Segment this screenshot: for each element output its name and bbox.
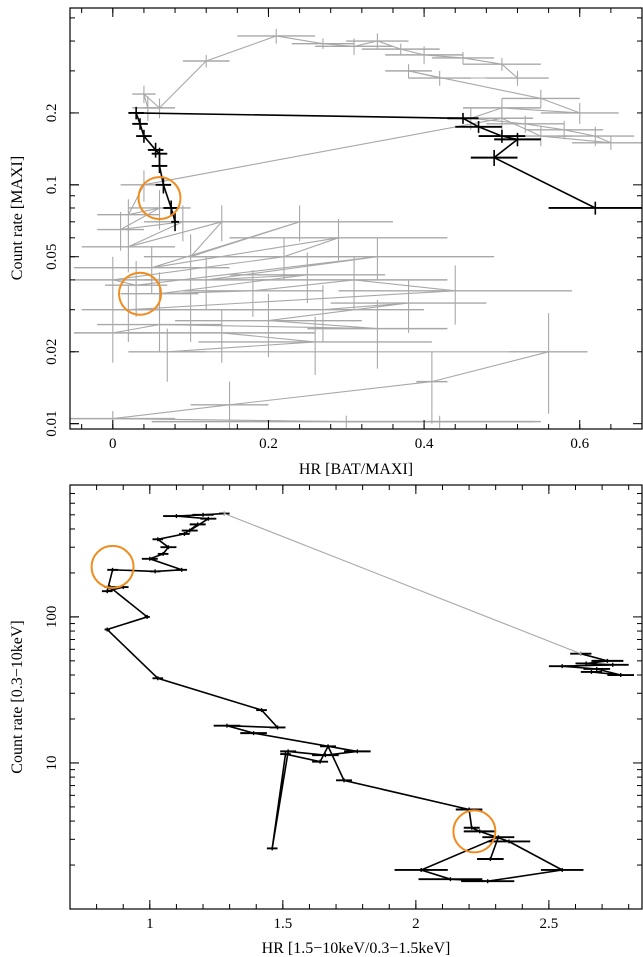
y-tick-label: 0.1 <box>44 175 60 194</box>
bottom-plot-frame <box>69 484 643 910</box>
bottom-panel-data <box>90 511 635 884</box>
top-panel: 0 0.2 0.4 0.6 0.01 0.02 0.05 0.1 0.2 HR [BAT/MAX… <box>9 7 643 478</box>
y-tick-label: 0.05 <box>44 244 60 270</box>
bottom-x-axis-label: HR [1.5−10keV/0.3−1.5keV] <box>262 940 451 957</box>
bottom-panel-ticks: 1 1.5 2 2.5 10 100 <box>44 484 642 932</box>
bottom-y-axis-label: Count rate [0.3−10keV] <box>9 620 26 773</box>
x-tick-label: 0.6 <box>570 436 589 452</box>
x-tick-label: 1 <box>146 916 154 932</box>
series-0-line <box>112 35 612 423</box>
highlight-circle <box>137 176 182 221</box>
top-panel-ticks: 0 0.2 0.4 0.6 0.01 0.02 0.05 0.1 0.2 <box>44 8 643 452</box>
y-tick-label: 10 <box>44 755 60 770</box>
highlight-circle <box>90 544 135 589</box>
x-tick-label: 0.4 <box>415 436 434 452</box>
top-panel-data <box>70 28 642 429</box>
x-tick-label: 2 <box>412 916 420 932</box>
highlight-circle <box>452 809 497 854</box>
y-tick-label: 100 <box>44 606 60 629</box>
top-plot-frame <box>69 7 643 430</box>
x-tick-label: 0.2 <box>259 436 278 452</box>
x-tick-label: 2.5 <box>540 916 559 932</box>
y-tick-label: 0.01 <box>44 411 60 437</box>
series-2-line <box>224 513 582 655</box>
x-tick-label: 0 <box>109 436 117 452</box>
y-tick-label: 0.02 <box>44 339 60 365</box>
top-y-axis-label: Count rate [MAXI] <box>9 156 26 280</box>
top-x-axis-label: HR [BAT/MAXI] <box>299 461 413 478</box>
y-tick-label: 0.2 <box>44 104 60 123</box>
highlight-circle <box>118 271 163 316</box>
x-tick-label: 1.5 <box>273 916 292 932</box>
